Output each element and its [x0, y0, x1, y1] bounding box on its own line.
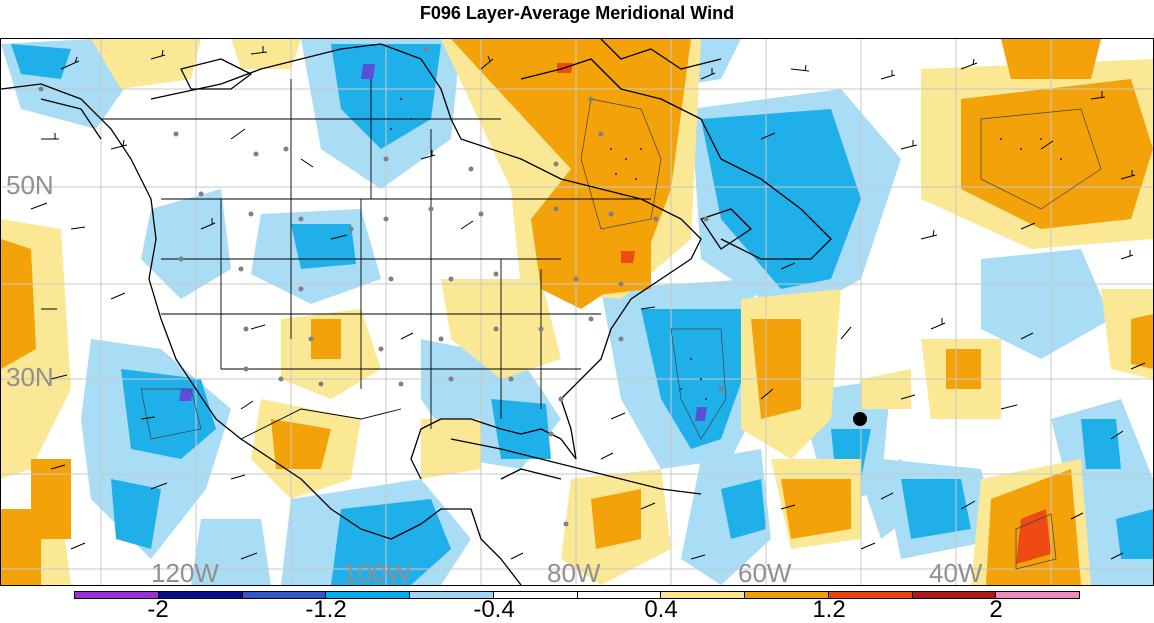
borders	[101, 79, 651, 440]
wind-map	[0, 38, 1154, 586]
lon-label-40w: 40W	[929, 558, 983, 588]
lon-label-100w: 100W	[343, 558, 411, 588]
stippling	[390, 98, 1062, 400]
coastlines	[1, 39, 832, 585]
colorbar-label-neg2: -2	[147, 596, 169, 623]
colorbar-segment	[828, 592, 913, 598]
colorbar-segment	[661, 592, 745, 598]
lon-label-80w: 80W	[547, 558, 601, 588]
location-marker	[853, 412, 867, 426]
colorbar-segment	[242, 592, 327, 598]
contour-lines	[140, 98, 1102, 570]
colorbar-segment	[326, 592, 410, 598]
colorbar-label-neg0-4: -0.4	[473, 596, 515, 623]
colorbar-segment	[577, 592, 662, 598]
colorbar-label-1-2: 1.2	[812, 596, 846, 623]
colorbar-segment	[75, 592, 159, 598]
colorbar-label-0-4: 0.4	[644, 596, 678, 623]
lon-label-120w: 120W	[151, 558, 219, 588]
colorbar-label-neg1-2: -1.2	[305, 596, 347, 623]
colorbar-label-2: 2	[989, 596, 1003, 623]
map-title: F096 Layer-Average Meridional Wind	[419, 3, 735, 23]
lat-label-30n: 30N	[6, 362, 54, 392]
wind-barbs	[30, 46, 1146, 560]
colorbar-segment	[912, 592, 997, 598]
lat-label-50n: 50N	[6, 170, 54, 200]
station-dots	[38, 46, 724, 527]
colorbar-segment	[158, 592, 243, 598]
lon-label-60w: 60W	[738, 558, 792, 588]
negative-wind-peak	[179, 64, 707, 421]
colorbar-segment	[493, 592, 578, 598]
colorbar-segment	[410, 592, 494, 598]
colorbar-segment	[745, 592, 829, 598]
colorbar-segment	[996, 592, 1079, 598]
colorbar	[74, 591, 1080, 599]
